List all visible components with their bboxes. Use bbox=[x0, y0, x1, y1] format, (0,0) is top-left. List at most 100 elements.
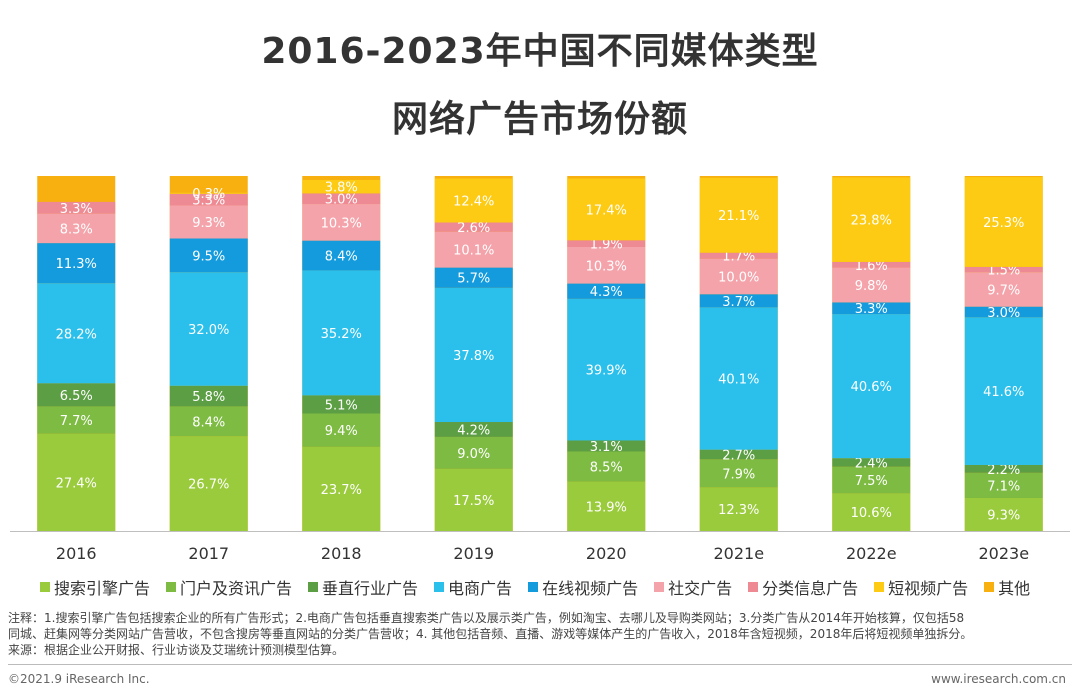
legend-swatch bbox=[984, 582, 995, 592]
data-label: 1.7% bbox=[722, 250, 755, 265]
legend-swatch bbox=[654, 582, 665, 592]
source-line: 来源：根据企业公开财报、行业访谈及艾瑞统计预测模型估算。 bbox=[8, 643, 345, 657]
legend-item: 电商广告 bbox=[434, 575, 512, 599]
bar-segment bbox=[37, 433, 116, 531]
data-label: 8.4% bbox=[325, 250, 358, 265]
chart-notes: 注释：1.搜索引擎广告包括搜索企业的所有广告形式；2.电商广告包括垂直搜索类广告… bbox=[8, 610, 1074, 658]
legend-item: 门户及资讯广告 bbox=[166, 575, 292, 599]
legend-label: 在线视频广告 bbox=[542, 579, 639, 598]
data-label: 17.4% bbox=[586, 203, 627, 218]
data-label: 1.5% bbox=[987, 264, 1020, 279]
bar-segment bbox=[302, 413, 381, 447]
bar-segment bbox=[964, 306, 1043, 318]
bar-segment bbox=[567, 451, 646, 482]
data-label: 3.1% bbox=[590, 440, 623, 455]
data-label: 3.0% bbox=[325, 193, 358, 208]
bar-segment bbox=[169, 238, 248, 273]
legend-label: 社交广告 bbox=[668, 579, 733, 598]
legend-swatch bbox=[528, 582, 539, 592]
data-label: 3.3% bbox=[192, 194, 225, 209]
legend-swatch bbox=[874, 582, 885, 592]
bar-segment bbox=[699, 449, 778, 460]
x-tick-label: 2018 bbox=[321, 544, 362, 563]
legend-swatch bbox=[308, 582, 319, 592]
data-label: 3.3% bbox=[855, 302, 888, 317]
bar-segment bbox=[302, 179, 381, 194]
data-label: 27.4% bbox=[56, 476, 97, 491]
bar-segment bbox=[37, 213, 116, 244]
data-label: 28.2% bbox=[56, 327, 97, 342]
bar-segment bbox=[169, 406, 248, 437]
bar-segment bbox=[169, 205, 248, 239]
data-label: 9.4% bbox=[325, 424, 358, 439]
bar-segment bbox=[699, 177, 778, 253]
bar-segment bbox=[567, 240, 646, 247]
data-label: 10.0% bbox=[718, 270, 759, 285]
data-label: 11.3% bbox=[56, 257, 97, 272]
bar-segment bbox=[964, 177, 1043, 267]
data-label: 9.5% bbox=[192, 249, 225, 264]
data-label: 23.7% bbox=[321, 483, 362, 498]
legend-label: 搜索引擎广告 bbox=[54, 579, 151, 598]
bar-segment bbox=[302, 270, 381, 396]
bar-segment bbox=[37, 283, 116, 384]
data-label: 10.3% bbox=[586, 259, 627, 274]
x-tick-label: 2022e bbox=[846, 544, 897, 563]
data-label: 7.5% bbox=[855, 474, 888, 489]
bar-segment bbox=[832, 177, 911, 262]
bar-segment bbox=[832, 458, 911, 467]
data-label: 4.3% bbox=[590, 285, 623, 300]
bar-segment bbox=[37, 383, 116, 407]
data-label: 7.7% bbox=[60, 414, 93, 429]
bar-segment bbox=[434, 287, 513, 423]
bar-segment bbox=[964, 472, 1043, 498]
bar-segment bbox=[302, 193, 381, 205]
bar-segment bbox=[964, 464, 1043, 473]
bar-segment bbox=[832, 261, 911, 268]
data-label: 9.3% bbox=[987, 508, 1020, 523]
data-label: 17.5% bbox=[453, 494, 494, 509]
bar-segment bbox=[169, 436, 248, 531]
stacked-bar-chart: 27.4% 7.7% 6.5% 28.2% 11.3% 8.3% 3.3% 2016 26.7%… bbox=[10, 176, 1070, 563]
bar-segment bbox=[434, 178, 513, 223]
bar-segment bbox=[302, 446, 381, 531]
legend-swatch bbox=[40, 582, 50, 592]
data-label: 7.1% bbox=[987, 479, 1020, 494]
bar-segment bbox=[302, 395, 381, 414]
data-label: 10.6% bbox=[851, 506, 892, 521]
legend-item: 短视频广告 bbox=[874, 575, 968, 599]
data-label: 12.3% bbox=[718, 503, 759, 518]
data-label: 39.9% bbox=[586, 364, 627, 379]
data-label: 32.0% bbox=[188, 323, 229, 338]
data-label: 37.8% bbox=[453, 349, 494, 364]
bar-segment bbox=[169, 385, 248, 407]
bar-segment bbox=[832, 267, 911, 303]
chart-legend: 搜索引擎广告 门户及资讯广告 垂直行业广告 电商广告 在线视频广告 社交广告 分类信息广告 短… bbox=[40, 576, 1070, 598]
bar-segment bbox=[699, 294, 778, 308]
bar-segment bbox=[964, 317, 1043, 465]
data-label: 8.5% bbox=[590, 461, 623, 476]
data-label: 5.7% bbox=[457, 272, 490, 287]
notes-line-2: 同城、赶集网等分类网站广告营收，不包含搜房等垂直网站的分类广告营收；4. 其他包… bbox=[8, 627, 973, 641]
x-tick-label: 2019 bbox=[453, 544, 494, 563]
legend-swatch bbox=[434, 582, 445, 592]
bar-segment bbox=[434, 422, 513, 437]
data-label: 9.7% bbox=[987, 283, 1020, 298]
bar-segment bbox=[832, 493, 911, 531]
data-label: 4.2% bbox=[457, 423, 490, 438]
x-tick-label: 2016 bbox=[56, 544, 97, 563]
bar-segment bbox=[169, 192, 248, 194]
data-label: 0.3% bbox=[192, 187, 225, 202]
data-label: 9.8% bbox=[855, 279, 888, 294]
data-label: 5.8% bbox=[192, 390, 225, 405]
bar-segment bbox=[567, 440, 646, 452]
data-label: 3.7% bbox=[722, 295, 755, 310]
legend-label: 电商广告 bbox=[448, 579, 513, 598]
data-label: 1.6% bbox=[855, 259, 888, 274]
bar-segment bbox=[699, 487, 778, 531]
website-text: www.iresearch.com.cn bbox=[931, 672, 1066, 686]
legend-item: 社交广告 bbox=[654, 575, 732, 599]
bar-segment bbox=[567, 481, 646, 531]
bar-segment bbox=[567, 178, 646, 241]
data-label: 9.3% bbox=[192, 216, 225, 231]
